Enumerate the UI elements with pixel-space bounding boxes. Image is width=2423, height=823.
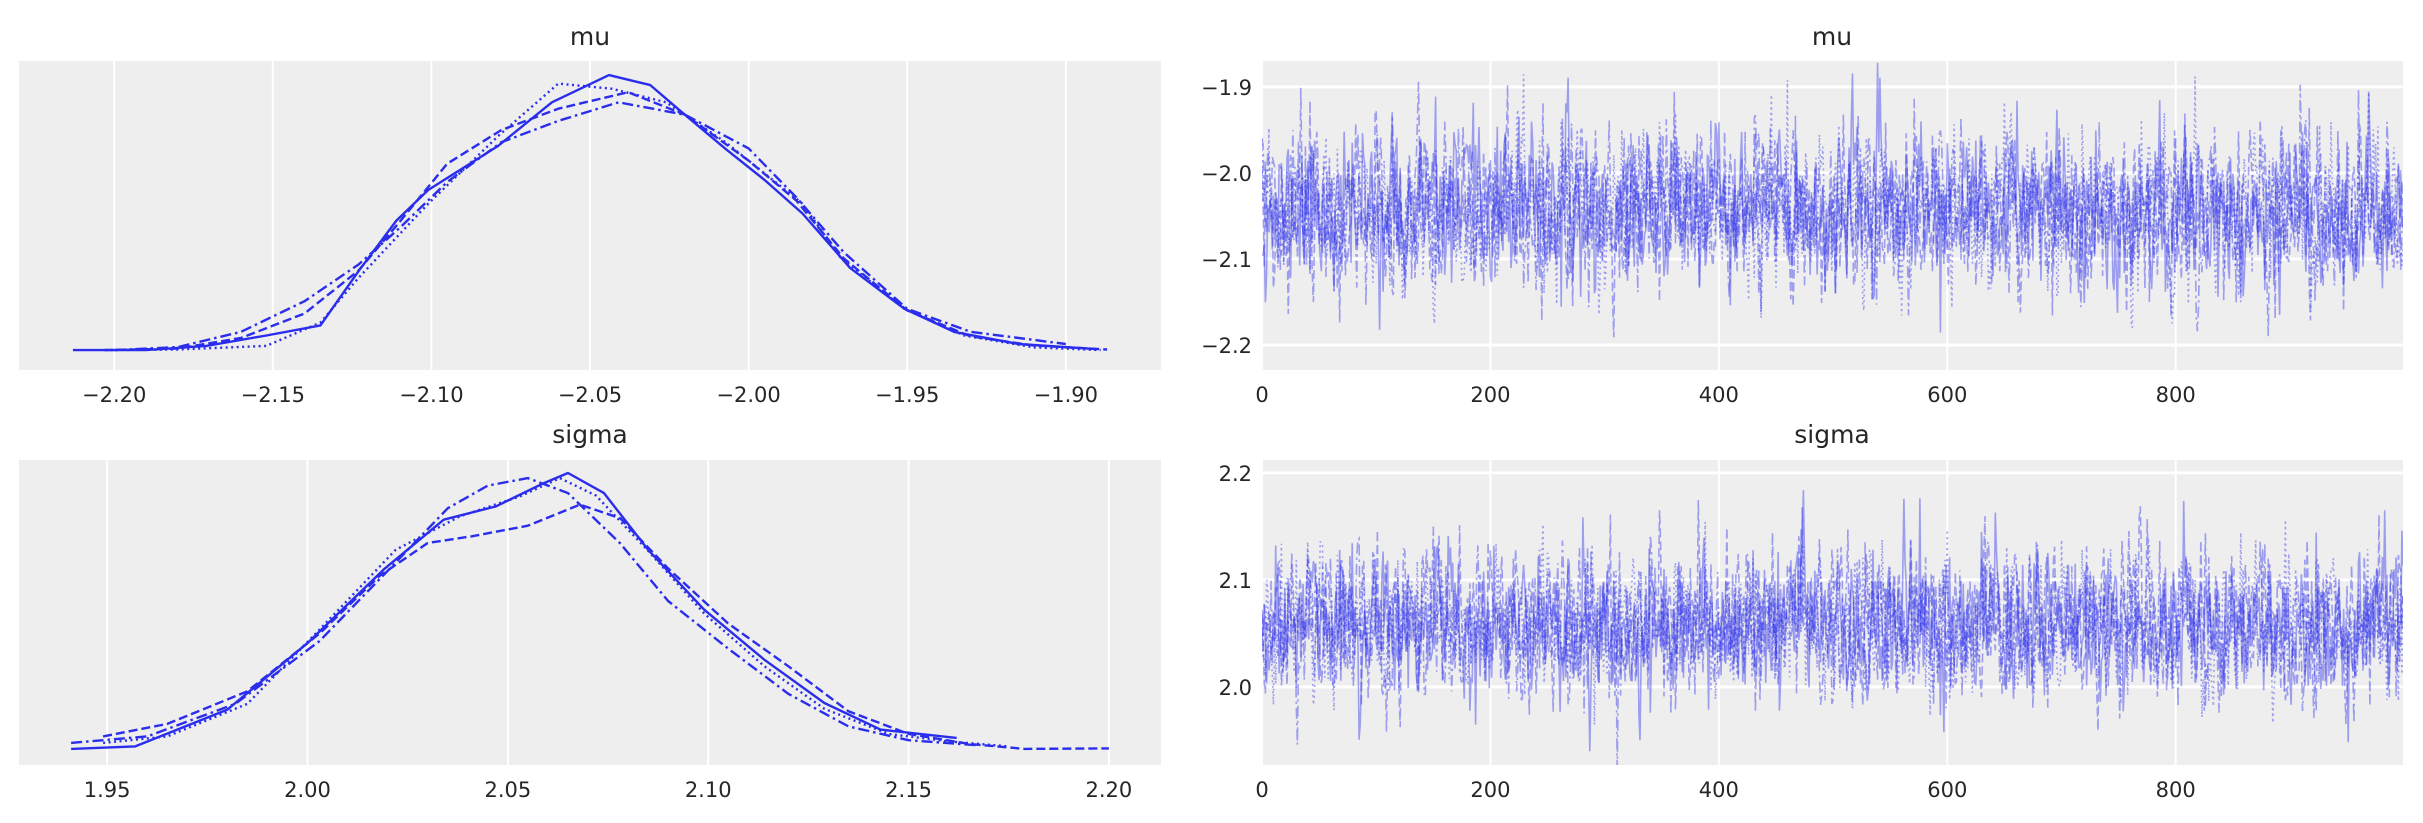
kde-line-chain-2 [102, 503, 1109, 751]
x-tick-label: 2.10 [685, 778, 732, 802]
sigma-posterior-density-panel: 1.95 2.00 2.05 2.10 2.15 2.20 sigma [19, 420, 1161, 802]
series-group [70, 471, 1109, 751]
x-tick-label: −2.20 [82, 383, 146, 407]
x-tick-label: −2.15 [241, 383, 305, 407]
x-tick-label: 800 [2156, 778, 2196, 802]
trace-line-chain-0 [1262, 62, 2403, 333]
y-tick-label: 2.1 [1219, 569, 1252, 593]
x-tick-label: −2.10 [399, 383, 463, 407]
mu-density-title: mu [570, 22, 610, 51]
x-tick-label: 400 [1699, 778, 1739, 802]
x-tick-label: 2.20 [1086, 778, 1133, 802]
y-tick-label: 2.2 [1219, 462, 1252, 486]
x-tick-label: −1.95 [875, 383, 939, 407]
x-tick-label: 2.00 [284, 778, 331, 802]
series-group [1262, 62, 2403, 338]
mu-posterior-density-panel: −2.20 −2.15 −2.10 −2.05 −2.00 −1.95 −1.90 mu [19, 22, 1161, 407]
y-tick-label: −2.2 [1201, 334, 1252, 358]
trace-line-chain-1 [1262, 519, 2403, 725]
plot-area [1262, 61, 2403, 370]
y-tick-label: −2.0 [1201, 162, 1252, 186]
trace-line-chain-3 [1262, 81, 2403, 337]
trace-line-chain-1 [1262, 74, 2403, 328]
trace-line-chain-2 [1262, 84, 2403, 338]
sigma-trace-title: sigma [1794, 420, 1870, 449]
y-tick-label: 2.0 [1219, 676, 1252, 700]
series-group [72, 73, 1108, 352]
sigma-density-title: sigma [552, 420, 628, 449]
x-tick-label: 200 [1470, 383, 1510, 407]
series-group [1262, 490, 2403, 765]
y-tick-label: −2.1 [1201, 248, 1252, 272]
x-tick-label: 600 [1927, 383, 1967, 407]
x-tick-label: 600 [1927, 778, 1967, 802]
x-tick-label: 2.15 [885, 778, 932, 802]
kde-line-chain-3 [70, 476, 977, 747]
x-tick-label: 0 [1255, 383, 1268, 407]
mu-trace-title: mu [1812, 22, 1852, 51]
trace-line-chain-2 [1262, 500, 2403, 731]
trace-line-chain-3 [1262, 526, 2403, 765]
kde-line-chain-3 [114, 101, 1066, 352]
mu-trace-panel: 0 200 400 600 800 −1.9 −2.0 −2.1 −2.2 mu [1201, 22, 2403, 407]
x-tick-label: 200 [1470, 778, 1510, 802]
x-tick-label: 400 [1699, 383, 1739, 407]
x-tick-label: 1.95 [84, 778, 131, 802]
x-tick-label: 800 [2156, 383, 2196, 407]
kde-line-chain-2 [104, 90, 1108, 352]
trace-line-chain-0 [1262, 490, 2403, 752]
x-tick-label: 2.05 [484, 778, 531, 802]
x-tick-label: 0 [1255, 778, 1268, 802]
sigma-trace-panel: 0 200 400 600 800 2.2 2.1 2.0 sigma [1219, 420, 2403, 802]
x-tick-label: −1.90 [1034, 383, 1098, 407]
plot-area [19, 460, 1161, 765]
y-tick-label: −1.9 [1201, 76, 1252, 100]
x-tick-label: −2.05 [558, 383, 622, 407]
kde-line-chain-1 [104, 82, 1101, 352]
x-tick-label: −2.00 [716, 383, 780, 407]
plot-area [1262, 460, 2403, 765]
